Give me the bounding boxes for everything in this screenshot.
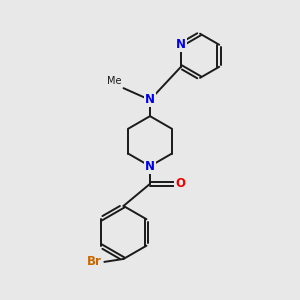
Text: Br: Br [86, 255, 101, 268]
Text: O: O [175, 177, 185, 190]
Text: N: N [176, 38, 186, 51]
Text: Me: Me [106, 76, 121, 86]
Text: N: N [145, 93, 155, 106]
Text: N: N [145, 160, 155, 173]
